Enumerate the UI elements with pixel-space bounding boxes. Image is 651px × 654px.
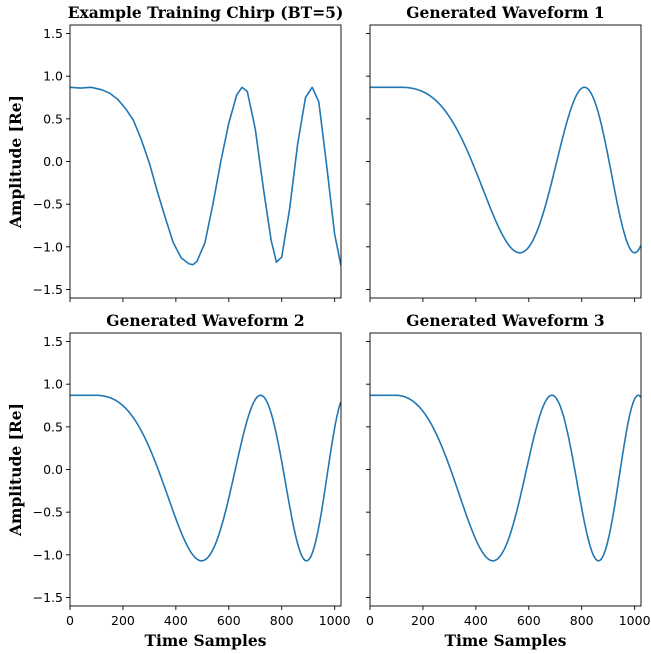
waveform-line	[370, 86, 641, 254]
y-tick-label: −0.5	[33, 505, 63, 520]
x-tick-label: 1000	[319, 613, 351, 628]
y-tick-label: 0.0	[43, 154, 63, 169]
subplot-2: Generated Waveform 1	[366, 3, 642, 302]
x-axis-label: Time Samples	[144, 631, 266, 650]
x-tick-label: 600	[217, 613, 241, 628]
subplot-title: Generated Waveform 1	[406, 3, 604, 22]
y-tick-label: −1.5	[33, 590, 63, 605]
x-tick-label: 0	[66, 613, 74, 628]
waveform-line	[70, 86, 341, 266]
y-tick-label: 0.5	[43, 419, 63, 434]
plot-frame	[69, 24, 342, 299]
y-tick-label: 0.5	[43, 111, 63, 126]
plot-frame	[369, 332, 642, 607]
y-tick-label: 0.0	[43, 462, 63, 477]
subplot-1: −1.5 −1.0 −0.5 0.0 0.5 1.0 1.5 Example Training…	[6, 3, 343, 302]
y-tick-label: 1.0	[43, 69, 63, 84]
x-tick-label: 400	[464, 613, 488, 628]
waveform-line	[70, 394, 341, 562]
y-tick-label: −0.5	[33, 197, 63, 212]
x-tick-label: 600	[517, 613, 541, 628]
waveform-line	[370, 394, 641, 562]
plot-frame	[369, 24, 642, 299]
subplot-title: Example Training Chirp (BT=5)	[68, 3, 344, 22]
y-tick-label: 1.0	[43, 377, 63, 392]
x-tick-label: 800	[570, 613, 594, 628]
x-axis-label: Time Samples	[444, 631, 566, 650]
x-tick-label: 0	[366, 613, 374, 628]
subplot-4: 0 200 400 600 800 1000 Generated Waveform 3 Tim…	[366, 311, 651, 650]
y-axis-label: Amplitude [Re]	[6, 95, 25, 229]
y-tick-label: −1.0	[33, 239, 63, 254]
y-tick-label: −1.0	[33, 547, 63, 562]
y-tick-label: −1.5	[33, 282, 63, 297]
y-tick-label: 1.5	[43, 26, 63, 41]
x-tick-label: 200	[111, 613, 135, 628]
subplot-3: −1.5 −1.0 −0.5 0.0 0.5 1.0 1.5 0 200 400 600 800 100…	[6, 311, 351, 650]
x-tick-label: 200	[411, 613, 435, 628]
subplot-title: Generated Waveform 3	[406, 311, 604, 330]
x-tick-label: 1000	[619, 613, 651, 628]
plot-frame	[69, 332, 342, 607]
y-axis-label: Amplitude [Re]	[6, 403, 25, 537]
subplot-title: Generated Waveform 2	[106, 311, 304, 330]
y-tick-label: 1.5	[43, 334, 63, 349]
x-tick-label: 800	[270, 613, 294, 628]
x-tick-label: 400	[164, 613, 188, 628]
